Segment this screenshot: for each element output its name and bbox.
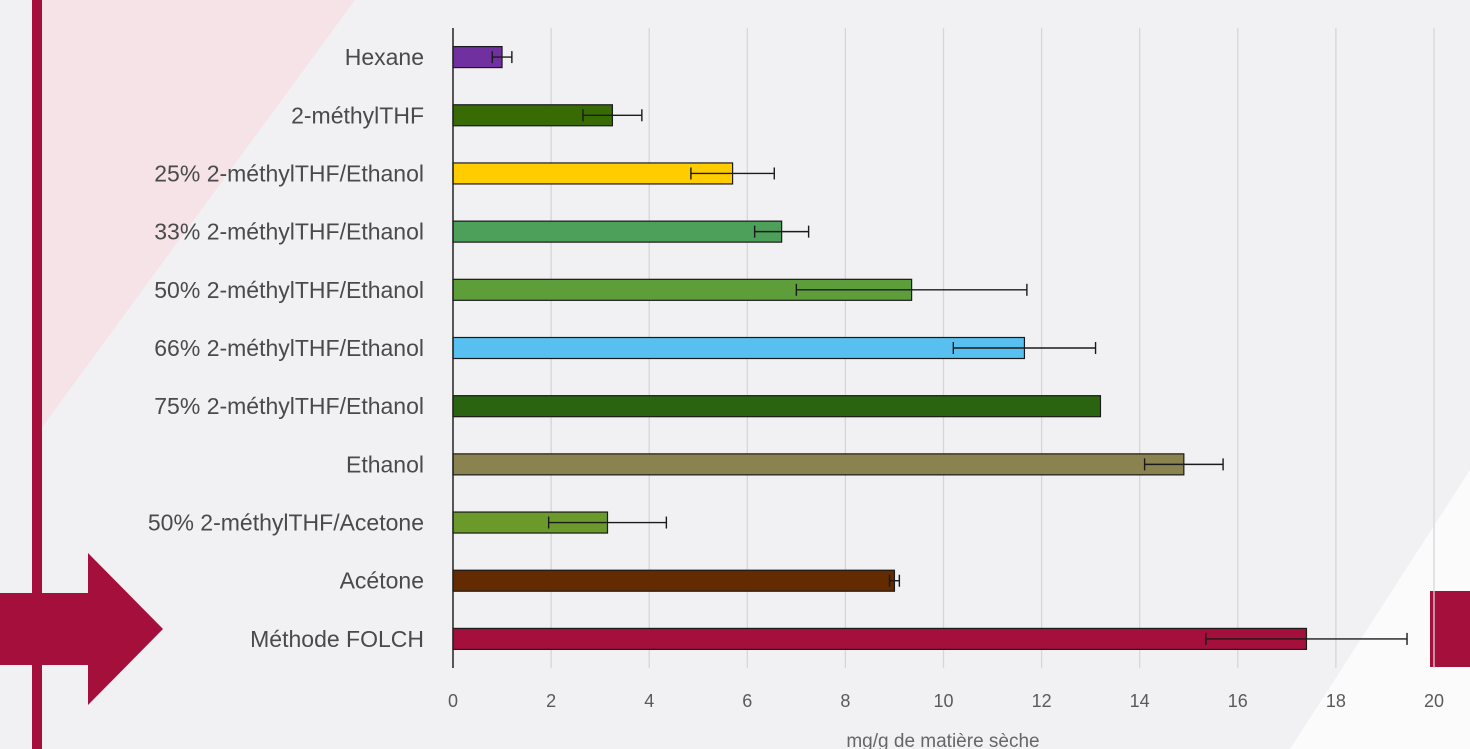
error-bar xyxy=(690,167,775,180)
corner-square xyxy=(1430,591,1470,667)
bar xyxy=(452,453,1185,476)
category-labels: Hexane 2-méthylTHF 25% 2-méthylTHF/Ethanol… xyxy=(148,44,424,652)
bar xyxy=(452,627,1308,651)
bar-chart: Hexane 2-méthylTHF 25% 2-méthylTHF/Ethanol… xyxy=(148,28,1444,749)
category-label: Acétone xyxy=(340,568,424,594)
bar xyxy=(452,220,783,243)
category-label: 50% 2-méthylTHF/Acetone xyxy=(148,510,424,536)
x-tick-label: 14 xyxy=(1130,691,1150,711)
x-tick-label: 16 xyxy=(1228,691,1248,711)
x-tick-label: 2 xyxy=(546,691,556,711)
x-tick-label: 10 xyxy=(933,691,953,711)
error-bar xyxy=(491,51,513,64)
x-tick-label: 8 xyxy=(840,691,850,711)
x-tick-label: 6 xyxy=(742,691,752,711)
category-label: 25% 2-méthylTHF/Ethanol xyxy=(154,160,424,186)
category-label: Méthode FOLCH xyxy=(250,626,424,652)
error-bar xyxy=(1143,458,1224,471)
x-axis-title: mg/g de matière sèche xyxy=(846,731,1039,749)
error-bar xyxy=(547,516,668,529)
category-label: 33% 2-méthylTHF/Ethanol xyxy=(154,219,424,245)
x-tick-labels: 0 2 4 6 8 10 12 14 16 18 20 xyxy=(448,691,1444,711)
category-label: 75% 2-méthylTHF/Ethanol xyxy=(154,393,424,419)
category-label: Hexane xyxy=(345,44,424,70)
arrow-right-icon xyxy=(0,553,163,705)
x-tick-label: 12 xyxy=(1032,691,1052,711)
error-bar xyxy=(1205,632,1408,645)
error-bar xyxy=(795,283,1028,296)
x-tick-label: 18 xyxy=(1326,691,1346,711)
category-label: 2-méthylTHF xyxy=(291,102,424,128)
error-bar xyxy=(753,225,810,238)
category-label: 50% 2-méthylTHF/Ethanol xyxy=(154,277,424,303)
error-bar xyxy=(888,574,901,587)
x-tick-label: 20 xyxy=(1424,691,1444,711)
bar xyxy=(452,336,1026,360)
error-bar xyxy=(582,109,643,122)
background-light-shape xyxy=(1290,470,1470,749)
left-accent-stripe xyxy=(32,0,42,749)
category-label: 66% 2-méthylTHF/Ethanol xyxy=(154,335,424,361)
x-tick-label: 0 xyxy=(448,691,458,711)
bar xyxy=(452,395,1102,418)
error-bar xyxy=(952,342,1097,354)
x-tick-label: 4 xyxy=(644,691,654,711)
bars xyxy=(452,45,1308,651)
background-tint-shape xyxy=(40,0,355,430)
category-label: Ethanol xyxy=(346,451,424,477)
error-bars xyxy=(491,51,1408,645)
bar xyxy=(452,569,896,592)
